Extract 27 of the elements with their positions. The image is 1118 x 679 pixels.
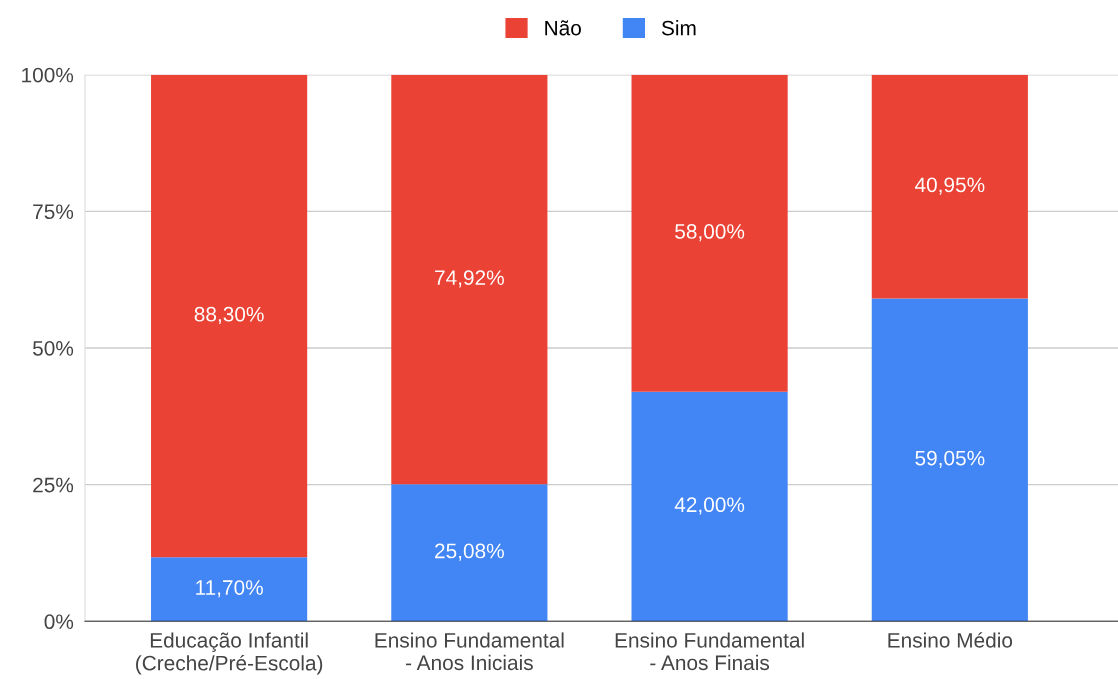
data-label: 74,92% — [435, 270, 504, 288]
data-label: 58,00% — [675, 224, 745, 242]
bar — [151, 74, 308, 558]
legend-label: Não — [545, 20, 581, 36]
bar — [391, 74, 548, 485]
bar — [391, 484, 548, 622]
x-tick-label: Ensino Fundamental - Anos Iniciais — [375, 632, 564, 671]
x-tick-label: Ensino Fundamental - Anos Finais — [615, 632, 804, 671]
y-tick-label: 0% — [44, 614, 74, 630]
legend-label: Sim — [661, 20, 696, 36]
y-tick-label: 50% — [32, 340, 74, 356]
bar — [871, 74, 1028, 299]
bar — [151, 557, 308, 622]
y-tick-label: 100% — [22, 67, 74, 83]
data-label: 40,95% — [914, 177, 985, 195]
x-tick-label: Ensino Médio — [888, 632, 1013, 648]
bar — [871, 298, 1028, 622]
y-tick-label: 25% — [33, 477, 74, 493]
bar — [631, 391, 788, 622]
y-tick-label: 75% — [33, 204, 74, 220]
data-label: 59,05% — [915, 450, 985, 468]
data-label: 42,00% — [674, 497, 745, 515]
x-tick-label: Educação Infantil (Creche/Pré-Escola) — [136, 632, 323, 675]
data-label: 25,08% — [435, 543, 504, 561]
data-label: 88,30% — [194, 306, 264, 325]
bar — [631, 74, 788, 392]
data-label: 11,70% — [196, 580, 263, 598]
